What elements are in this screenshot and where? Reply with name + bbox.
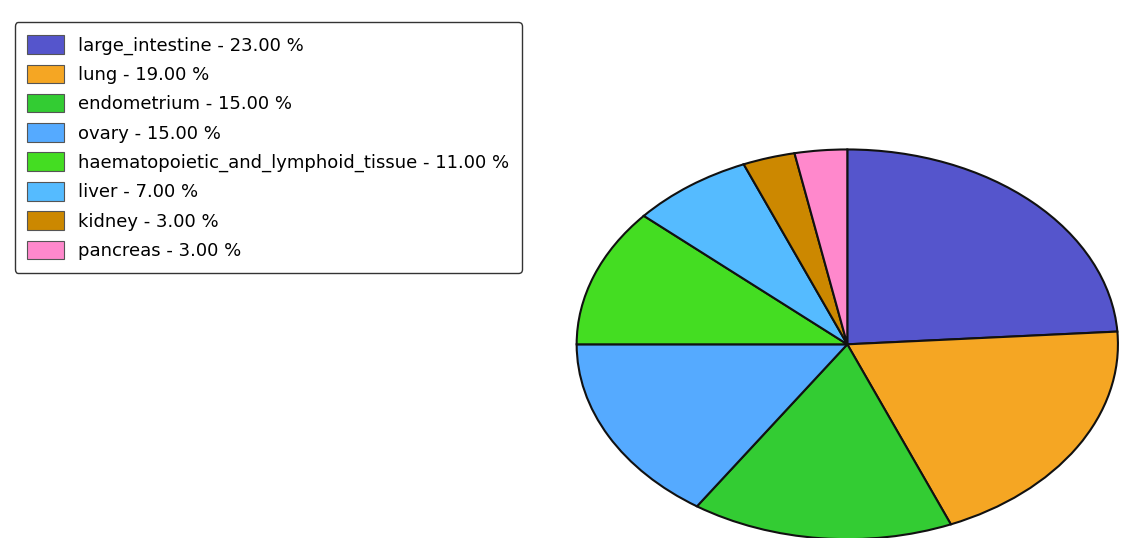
Wedge shape: [847, 150, 1118, 344]
Legend: large_intestine - 23.00 %, lung - 19.00 %, endometrium - 15.00 %, ovary - 15.00 : large_intestine - 23.00 %, lung - 19.00 …: [15, 23, 522, 273]
Wedge shape: [643, 164, 847, 344]
Wedge shape: [744, 153, 847, 344]
Wedge shape: [577, 344, 847, 506]
Wedge shape: [697, 344, 950, 538]
Wedge shape: [847, 331, 1118, 525]
Wedge shape: [577, 216, 847, 344]
Wedge shape: [795, 150, 847, 344]
